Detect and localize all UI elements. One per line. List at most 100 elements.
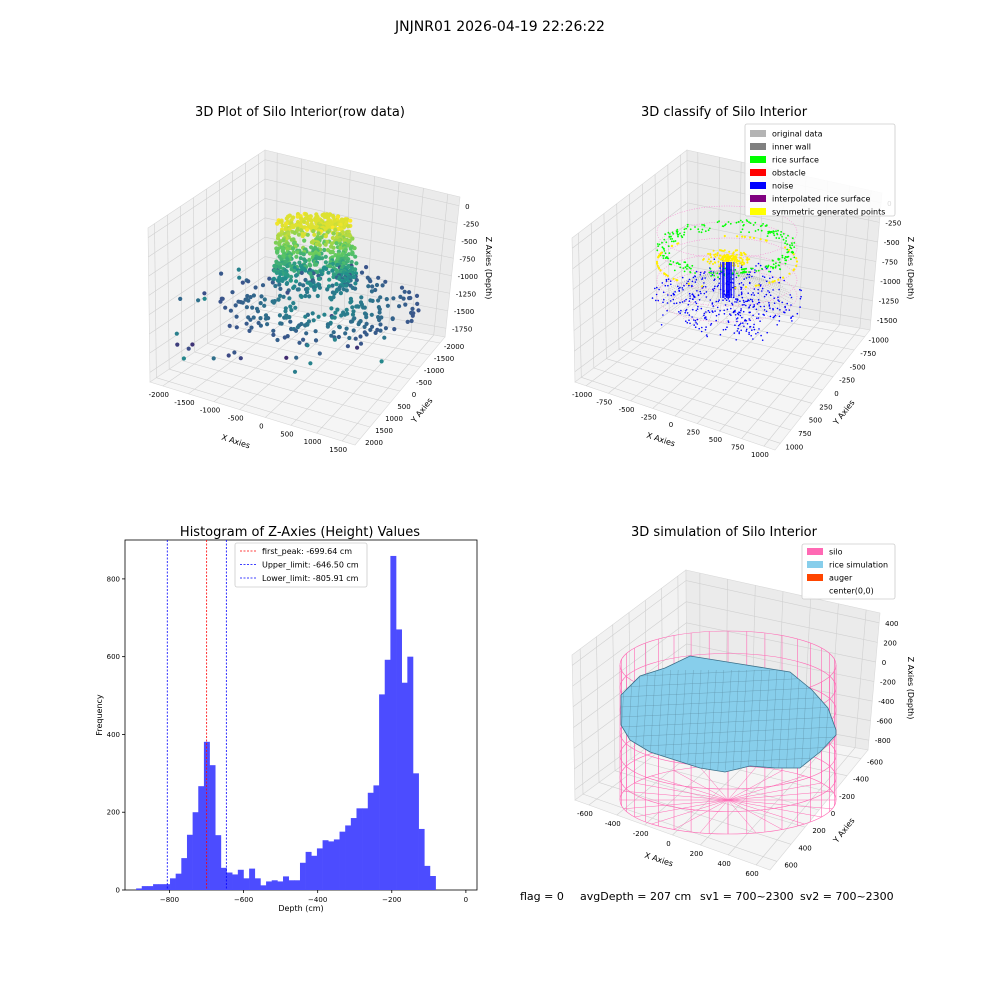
- legend-label: inner wall: [772, 143, 811, 152]
- rice-surface-point: [676, 228, 679, 231]
- histogram-bar: [220, 867, 227, 890]
- histogram-bar: [390, 555, 397, 890]
- symmetric-point: [716, 254, 719, 257]
- noise-point: [678, 287, 680, 290]
- noise-point: [761, 287, 764, 290]
- rice-surface-point: [787, 234, 789, 237]
- histogram-bar: [418, 828, 425, 890]
- rice-surface-point: [673, 269, 676, 272]
- rice-surface-point: [772, 266, 775, 269]
- scatter-point: [278, 293, 283, 298]
- noise-point: [679, 301, 681, 304]
- noise-point: [743, 303, 745, 306]
- scatter-point: [175, 342, 180, 347]
- noise-point: [666, 302, 669, 304]
- histogram-bar: [396, 629, 402, 890]
- noise-point: [678, 290, 681, 292]
- noise-point: [699, 274, 702, 276]
- silo-ring: [656, 205, 798, 259]
- scatter-point: [313, 329, 318, 334]
- noise-point: [686, 282, 688, 285]
- rice-surface-point: [716, 272, 719, 275]
- noise-point: [752, 326, 755, 329]
- grid-line: [630, 758, 820, 811]
- rice-surface-point: [775, 237, 778, 239]
- symmetric-point: [702, 257, 705, 260]
- y-tick-label: 0: [831, 810, 835, 818]
- rice-surface-point: [677, 235, 679, 238]
- rice-surface-point: [665, 241, 668, 244]
- noise-point: [683, 284, 685, 287]
- rice-surface-point: [773, 234, 776, 237]
- rice-surface-point: [690, 267, 692, 270]
- noise-point: [685, 320, 687, 323]
- x-tick-label: -1000: [200, 407, 220, 415]
- noise-point: [781, 301, 783, 304]
- scatter-point: [316, 276, 322, 281]
- noise-point: [778, 320, 781, 322]
- silo-wire: [699, 767, 729, 801]
- rice-surface-point: [679, 266, 682, 269]
- scatter-point: [310, 311, 315, 316]
- symmetric-point: [707, 252, 710, 255]
- x-tick-label: 1000: [304, 438, 322, 446]
- noise-point: [735, 339, 737, 341]
- histogram-bar: [277, 881, 284, 890]
- scatter-point: [331, 245, 336, 250]
- silo-wire: [699, 799, 729, 833]
- scatter-point: [300, 234, 305, 239]
- rice-surface-point: [757, 228, 760, 231]
- symmetric-point: [749, 236, 752, 239]
- scatter-point: [370, 324, 375, 329]
- scatter-point: [359, 295, 364, 300]
- noise-point: [749, 298, 752, 301]
- panel4-x-ticks: -600 -400 -200 0 200 400 600: [577, 810, 759, 878]
- noise-point: [730, 307, 732, 310]
- noise-point: [799, 297, 802, 300]
- rice-surface-point: [741, 221, 744, 223]
- rice-surface-point: [761, 267, 763, 270]
- grid-line: [681, 302, 865, 337]
- noise-point: [740, 287, 743, 289]
- symmetric-point: [740, 263, 743, 266]
- scatter-point: [333, 227, 338, 232]
- noise-point: [742, 299, 745, 302]
- scatter-point: [325, 324, 330, 329]
- x-tick-label: 750: [731, 444, 744, 452]
- rice-surface-point: [672, 232, 675, 235]
- noise-point: [740, 288, 742, 291]
- noise-point: [769, 294, 772, 297]
- rice-surface-point: [668, 235, 671, 238]
- noise-point: [734, 301, 736, 303]
- grid-line: [669, 311, 855, 351]
- rice-surface-point: [791, 242, 793, 245]
- histogram-bar: [175, 873, 182, 890]
- noise-point: [718, 282, 720, 285]
- noise-point: [694, 275, 697, 278]
- scatter-point: [405, 319, 410, 324]
- legend-label: Lower_limit: -805.91 cm: [262, 574, 359, 583]
- grid-line: [631, 339, 823, 391]
- z-tick-label: 200: [883, 639, 896, 647]
- rice-surface-point: [662, 248, 665, 250]
- grid-line: [181, 360, 381, 416]
- rice-surface-point: [785, 237, 787, 239]
- scatter-point: [220, 296, 225, 301]
- panel2-z-ticks: 0-250-500-750-1000-1250-1500: [877, 200, 901, 325]
- noise-point: [740, 322, 742, 325]
- symmetric-point: [741, 235, 744, 238]
- original-data-ray: [708, 267, 728, 277]
- scatter-point: [304, 331, 309, 336]
- rice-surface-point: [710, 272, 712, 274]
- scatter-point: [303, 259, 308, 264]
- x-tick-label: 0: [666, 840, 670, 848]
- y-tick-label: 250: [819, 403, 832, 411]
- rice-surface-point: [683, 270, 686, 273]
- noise-point: [670, 283, 672, 286]
- scatter-point: [384, 297, 389, 302]
- scatter-point: [356, 304, 361, 309]
- noise-point: [696, 308, 699, 310]
- rice-surface-point: [765, 265, 768, 268]
- symmetric-point: [660, 251, 663, 254]
- original-data-ray: [726, 267, 794, 301]
